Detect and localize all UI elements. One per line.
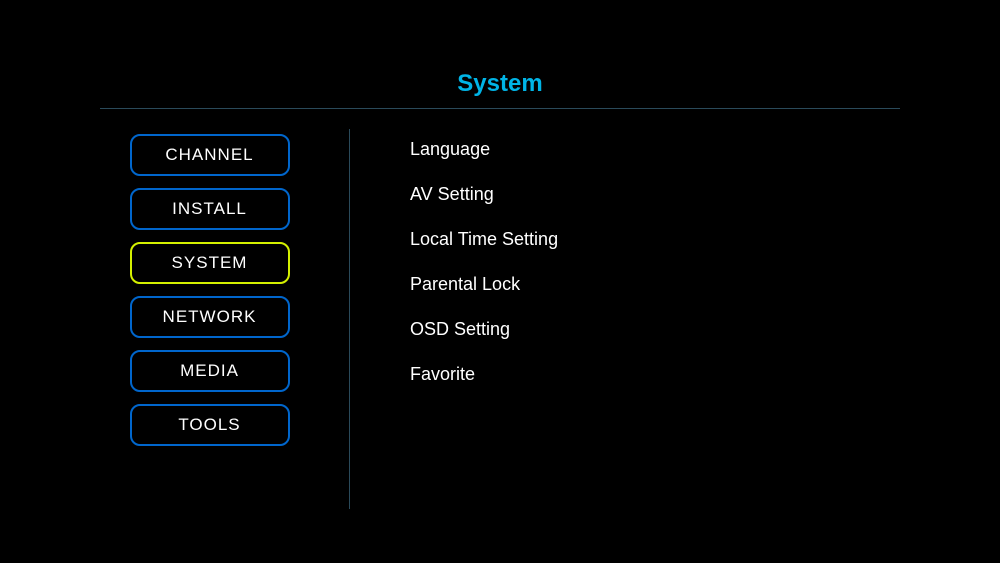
- page-title: System: [100, 70, 900, 98]
- menu-network[interactable]: NETWORK: [130, 296, 290, 338]
- option-parental-lock[interactable]: Parental Lock: [410, 274, 900, 295]
- content-area: CHANNEL INSTALL SYSTEM NETWORK MEDIA TOO…: [100, 129, 900, 509]
- option-av-setting[interactable]: AV Setting: [410, 184, 900, 205]
- menu-tools[interactable]: TOOLS: [130, 404, 290, 446]
- options-list: Language AV Setting Local Time Setting P…: [350, 129, 900, 509]
- option-language[interactable]: Language: [410, 139, 900, 160]
- sidebar-menu: CHANNEL INSTALL SYSTEM NETWORK MEDIA TOO…: [100, 129, 350, 509]
- option-osd-setting[interactable]: OSD Setting: [410, 319, 900, 340]
- menu-channel[interactable]: CHANNEL: [130, 134, 290, 176]
- main-container: System CHANNEL INSTALL SYSTEM NETWORK ME…: [0, 0, 1000, 563]
- title-divider: [100, 108, 900, 109]
- menu-install[interactable]: INSTALL: [130, 188, 290, 230]
- menu-media[interactable]: MEDIA: [130, 350, 290, 392]
- option-favorite[interactable]: Favorite: [410, 364, 900, 385]
- menu-system[interactable]: SYSTEM: [130, 242, 290, 284]
- option-local-time[interactable]: Local Time Setting: [410, 229, 900, 250]
